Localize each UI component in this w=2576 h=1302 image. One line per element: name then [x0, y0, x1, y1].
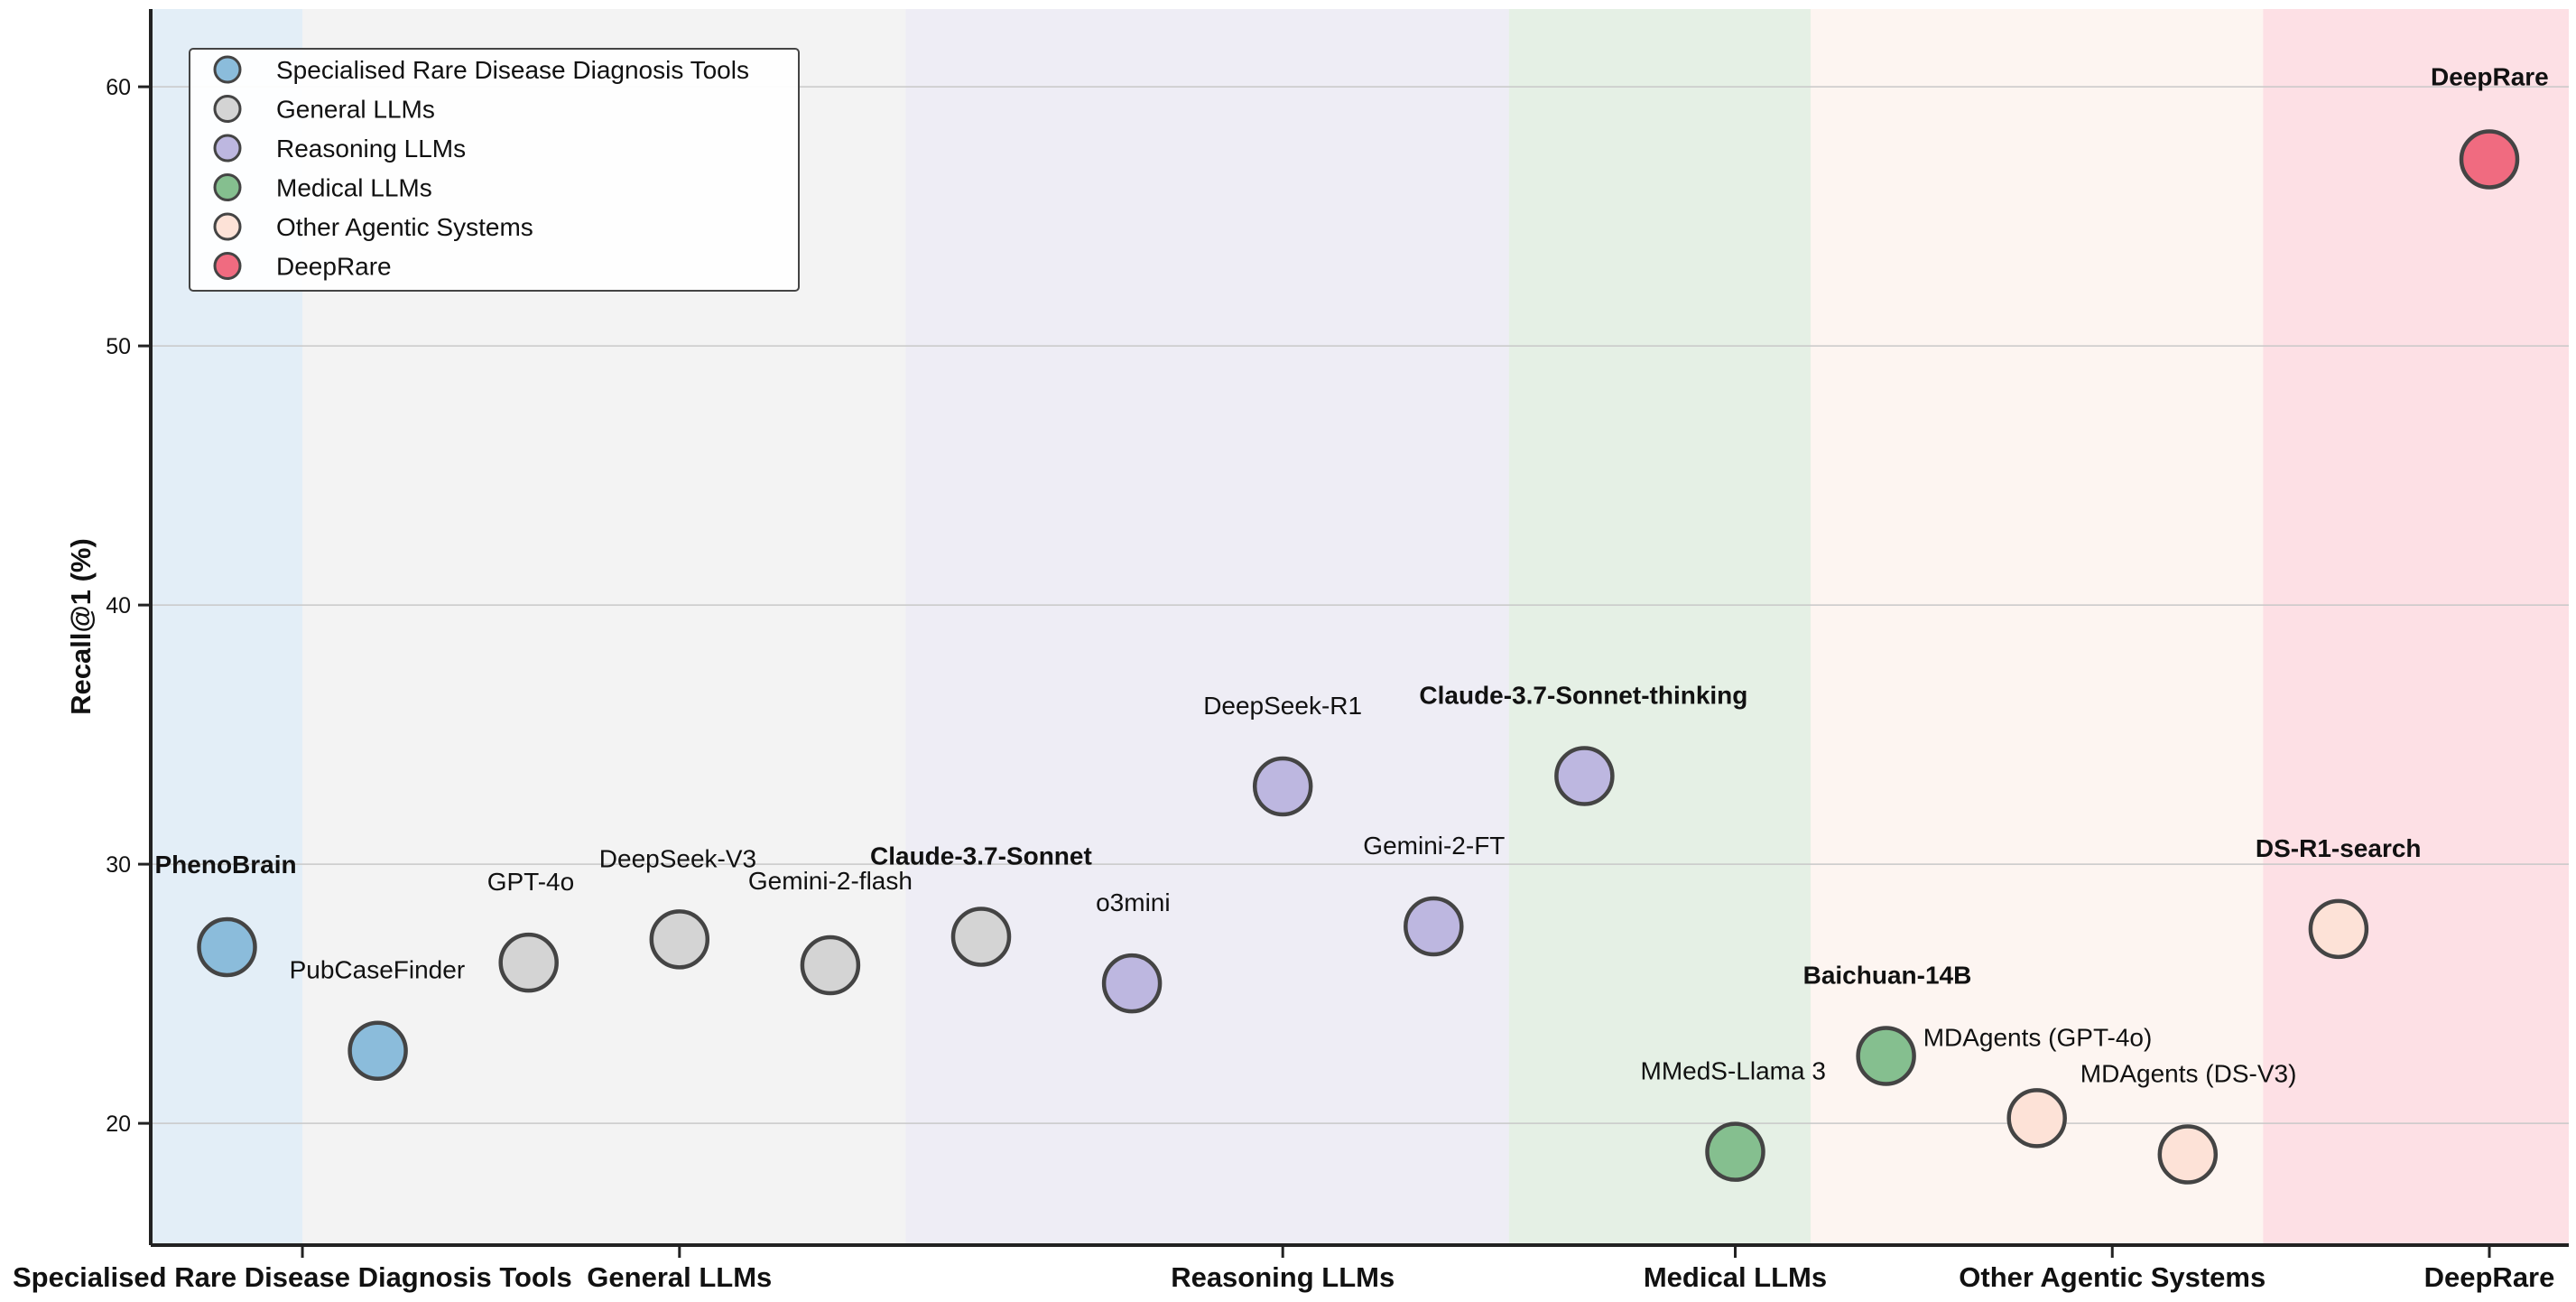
- point-baichuan-14b: [1856, 1026, 1916, 1086]
- point-deepseek-v3: [649, 909, 710, 970]
- legend-label-deeprare: DeepRare: [276, 253, 392, 281]
- legend-label-reasoning-llms: Reasoning LLMs: [276, 135, 466, 163]
- legend-marker-other-agentic-systems: [213, 212, 242, 241]
- legend-marker-reasoning-llms: [213, 134, 242, 163]
- legend-marker-medical-llms: [213, 173, 242, 201]
- label-mdagents-gpt-4o: MDAgents (GPT-4o): [1923, 1023, 2153, 1051]
- y-ticks: 20 30 40 50 60: [106, 75, 151, 1137]
- point-phenobrain: [197, 916, 257, 978]
- label-baichuan-14b: Baichuan-14B: [1803, 961, 1972, 989]
- label-gemini-2-ft: Gemini-2-FT: [1363, 832, 1505, 860]
- label-mmeds-llama-3: MMedS-Llama 3: [1641, 1057, 1826, 1085]
- point-gemini-2-flash: [800, 935, 861, 996]
- label-ds-r1-search: DS-R1-search: [2256, 834, 2422, 862]
- label-gemini-2-flash: Gemini-2-flash: [748, 867, 913, 895]
- legend-marker-deeprare: [213, 252, 242, 280]
- legend-label-other-agentic-systems: Other Agentic Systems: [276, 213, 533, 241]
- legend-label-medical-llms: Medical LLMs: [276, 174, 432, 202]
- point-mdagents-gpt-4o: [2006, 1088, 2067, 1149]
- point-gpt-4o: [498, 932, 559, 993]
- x-ticks: Specialised Rare Disease Diagnosis Tools…: [13, 1245, 2554, 1293]
- label-deepseek-v3: DeepSeek-V3: [599, 844, 756, 872]
- point-claude-3-7-sonnet-thinking: [1554, 746, 1615, 806]
- legend: Specialised Rare Disease Diagnosis Tools…: [189, 48, 800, 292]
- label-deeprare: DeepRare: [2431, 62, 2549, 90]
- label-deepseek-r1: DeepSeek-R1: [1203, 692, 1362, 720]
- label-gpt-4o: GPT-4o: [487, 868, 574, 896]
- y-tick-label: 20: [106, 1111, 131, 1137]
- legend-frame: [189, 48, 800, 292]
- x-tick-label: Other Agentic Systems: [1959, 1261, 2266, 1293]
- point-mdagents-ds-v3: [2157, 1124, 2219, 1185]
- y-tick-label: 30: [106, 852, 131, 878]
- point-claude-3-7-sonnet: [950, 907, 1012, 967]
- y-tick-label: 50: [106, 334, 131, 359]
- point-labels: PhenoBrain PubCaseFinder GPT-4o DeepSeek-V3…: [155, 62, 2549, 1087]
- legend-label-general-llms: General LLMs: [276, 96, 435, 124]
- label-claude-3-7-sonnet-thinking: Claude-3.7-Sonnet-thinking: [1419, 682, 1747, 710]
- x-tick-label: Specialised Rare Disease Diagnosis Tools: [13, 1261, 572, 1293]
- point-gemini-2-ft: [1404, 896, 1464, 957]
- point-mmeds-llama-3: [1705, 1121, 1765, 1182]
- label-claude-3-7-sonnet: Claude-3.7-Sonnet: [870, 842, 1092, 870]
- legend-marker-specialised-rare-disease-diagnosis-tools: [213, 55, 242, 84]
- legend-marker-general-llms: [213, 95, 242, 123]
- band-deeprare: [2263, 9, 2569, 1245]
- label-phenobrain: PhenoBrain: [155, 851, 297, 879]
- point-ds-r1-search: [2308, 898, 2369, 960]
- x-tick-label: DeepRare: [2424, 1261, 2555, 1293]
- data-points: [197, 129, 2520, 1185]
- category-bands: [151, 9, 2569, 1245]
- legend-label-specialised-rare-disease-diagnosis-tools: Specialised Rare Disease Diagnosis Tools: [276, 56, 749, 84]
- x-tick-label: Medical LLMs: [1644, 1261, 1827, 1293]
- x-tick-label: Reasoning LLMs: [1171, 1261, 1395, 1293]
- x-tick-label: General LLMs: [587, 1261, 772, 1293]
- point-deepseek-r1: [1252, 756, 1313, 817]
- label-pubcasefinder: PubCaseFinder: [290, 956, 466, 984]
- point-deeprare: [2459, 129, 2520, 190]
- y-axis-label: Recall@1 (%): [65, 538, 97, 715]
- axes: [149, 9, 2569, 1247]
- label-o3mini: o3mini: [1096, 888, 1170, 916]
- grid-lines: [151, 86, 2569, 1124]
- point-pubcasefinder: [347, 1020, 408, 1081]
- y-tick-label: 60: [106, 75, 131, 100]
- label-mdagents-ds-v3: MDAgents (DS-V3): [2080, 1060, 2297, 1088]
- y-tick-label: 40: [106, 593, 131, 618]
- point-o3mini: [1101, 953, 1163, 1014]
